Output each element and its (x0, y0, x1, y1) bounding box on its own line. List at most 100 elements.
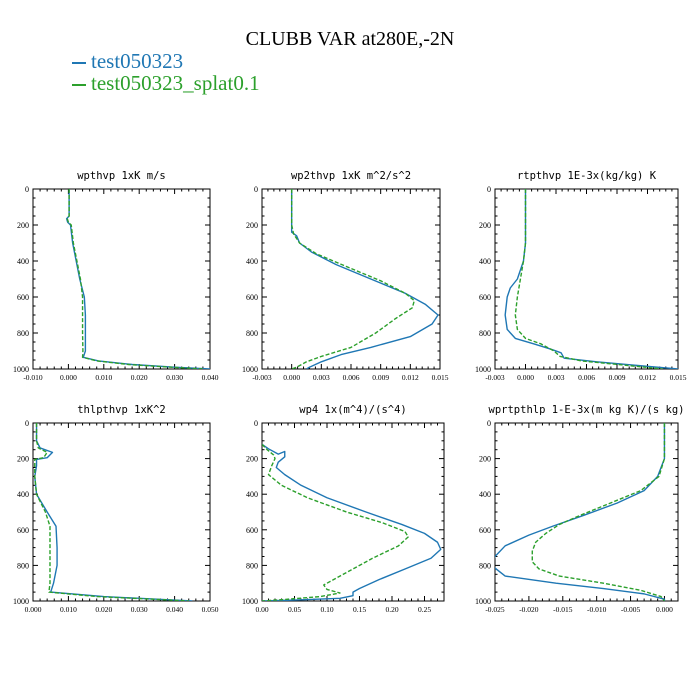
x-tick-label: -0.003 (485, 373, 505, 382)
plot-frame (494, 188, 679, 370)
y-tick-label: 800 (17, 329, 29, 338)
y-tick-label: 800 (17, 561, 29, 570)
panel-title: thlpthvp 1xK^2 (77, 404, 166, 416)
x-tick-label: 0.00 (255, 605, 268, 614)
y-tick-label: 400 (246, 257, 258, 266)
x-tick-label: -0.025 (485, 605, 505, 614)
x-tick-label: 0.000 (656, 605, 673, 614)
series-line-2 (290, 189, 415, 369)
x-tick-label: 0.020 (131, 373, 148, 382)
x-tick-label: 0.000 (25, 605, 42, 614)
plot-frame (32, 422, 211, 602)
x-tick-label: -0.010 (23, 373, 43, 382)
plot-frame (32, 188, 211, 370)
series-line-2 (34, 423, 189, 601)
series-line-1 (495, 423, 666, 601)
panel-6: wprtpthlp 1-E-3x(m kg K)/(s kg) -0.025 -0.… (475, 404, 684, 614)
series-line-2 (262, 443, 409, 601)
y-tick-label: 0 (25, 185, 29, 194)
y-tick-label: 400 (17, 490, 29, 499)
y-tick-label: 400 (479, 490, 491, 499)
x-tick-label: 0.000 (60, 373, 77, 382)
y-tick-label: 1000 (13, 597, 29, 606)
y-tick-label: 400 (246, 490, 258, 499)
y-tick-label: 0 (254, 185, 258, 194)
y-tick-label: 0 (487, 419, 491, 428)
x-tick-label: 0.009 (609, 373, 626, 382)
x-tick-label: 0.020 (95, 605, 112, 614)
x-tick-label: 0.006 (343, 373, 360, 382)
y-tick-label: 0 (254, 419, 258, 428)
y-tick-label: 0 (487, 185, 491, 194)
panel-title: wp4 1x(m^4)/(s^4) (299, 404, 406, 416)
x-tick-label: 0.040 (166, 605, 183, 614)
series-line-1 (262, 443, 442, 601)
x-tick-label: 0.006 (578, 373, 595, 382)
series-line-2 (66, 189, 203, 369)
y-tick-label: 600 (246, 526, 258, 535)
plot-frame (261, 422, 445, 602)
x-tick-label: 0.012 (639, 373, 656, 382)
panel-4: thlpthvp 1xK^2 0.000 0.010 0.020 0.030 0.040 0… (13, 404, 219, 614)
y-tick-label: 200 (479, 455, 491, 464)
legend-swatch-2 (72, 84, 86, 87)
y-tick-label: 1000 (13, 365, 29, 374)
x-tick-label: -0.010 (587, 605, 607, 614)
x-tick-label: 0.20 (385, 605, 398, 614)
y-tick-label: 400 (479, 257, 491, 266)
series-line-2 (514, 189, 663, 369)
y-tick-label: 200 (246, 221, 258, 230)
y-tick-label: 800 (479, 329, 491, 338)
y-tick-label: 200 (17, 221, 29, 230)
y-tick-label: 600 (17, 526, 29, 535)
y-tick-label: 0 (25, 419, 29, 428)
panel-title: rtpthvp 1E-3x(kg/kg) K (517, 170, 657, 182)
x-tick-label: 0.003 (548, 373, 565, 382)
legend: test050323 test050323_splat0.1 (72, 50, 260, 94)
series-line-1 (34, 423, 193, 601)
legend-entry-1: test050323 (72, 50, 260, 72)
panel-title: wprtpthlp 1-E-3x(m kg K)/(s kg) (489, 404, 685, 416)
x-tick-label: 0.15 (353, 605, 366, 614)
y-tick-label: 600 (479, 293, 491, 302)
y-tick-label: 600 (246, 293, 258, 302)
panel-3: rtpthvp 1E-3x(kg/kg) K -0.003 0.000 0.003 0.… (475, 170, 687, 382)
x-tick-label: 0.012 (402, 373, 419, 382)
y-tick-label: 600 (479, 526, 491, 535)
x-tick-label: 0.10 (320, 605, 333, 614)
x-tick-label: -0.015 (553, 605, 573, 614)
x-tick-label: -0.005 (621, 605, 641, 614)
x-tick-label: 0.25 (418, 605, 431, 614)
series-line-1 (290, 189, 439, 369)
legend-label-1: test050323 (91, 49, 184, 73)
x-tick-label: 0.015 (670, 373, 687, 382)
x-tick-label: 0.015 (432, 373, 449, 382)
y-tick-label: 1000 (242, 597, 258, 606)
panel-title: wpthvp 1xK m/s (77, 170, 166, 182)
figure-title: CLUBB VAR at280E,-2N (245, 28, 455, 50)
x-tick-label: 0.010 (60, 605, 77, 614)
x-tick-label: 0.030 (131, 605, 148, 614)
panel-title: wp2thvp 1xK m^2/s^2 (291, 170, 411, 182)
y-tick-label: 1000 (475, 365, 491, 374)
plot-frame (261, 188, 441, 370)
x-tick-label: -0.020 (519, 605, 539, 614)
y-tick-label: 600 (17, 293, 29, 302)
x-tick-label: 0.040 (202, 373, 219, 382)
plot-frame (494, 422, 679, 602)
y-tick-label: 400 (17, 257, 29, 266)
panel-5: wp4 1x(m^4)/(s^4) 0.00 0.05 0.10 0.15 0.20 0.2… (242, 404, 445, 614)
series-line-2 (531, 423, 666, 601)
legend-swatch-1 (72, 62, 86, 65)
panel-1: wpthvp 1xK m/s -0.010 0.000 0.010 0.020 0.030… (13, 170, 219, 382)
x-tick-label: -0.003 (252, 373, 272, 382)
panel-2: wp2thvp 1xK m^2/s^2 -0.003 0.000 0.003 0.006… (242, 170, 449, 382)
legend-entry-2: test050323_splat0.1 (72, 72, 260, 94)
y-tick-label: 800 (246, 561, 258, 570)
x-tick-label: 0.030 (166, 373, 183, 382)
series-line-1 (65, 189, 210, 369)
y-tick-label: 1000 (475, 597, 491, 606)
y-tick-label: 200 (17, 455, 29, 464)
legend-label-2: test050323_splat0.1 (91, 71, 260, 95)
